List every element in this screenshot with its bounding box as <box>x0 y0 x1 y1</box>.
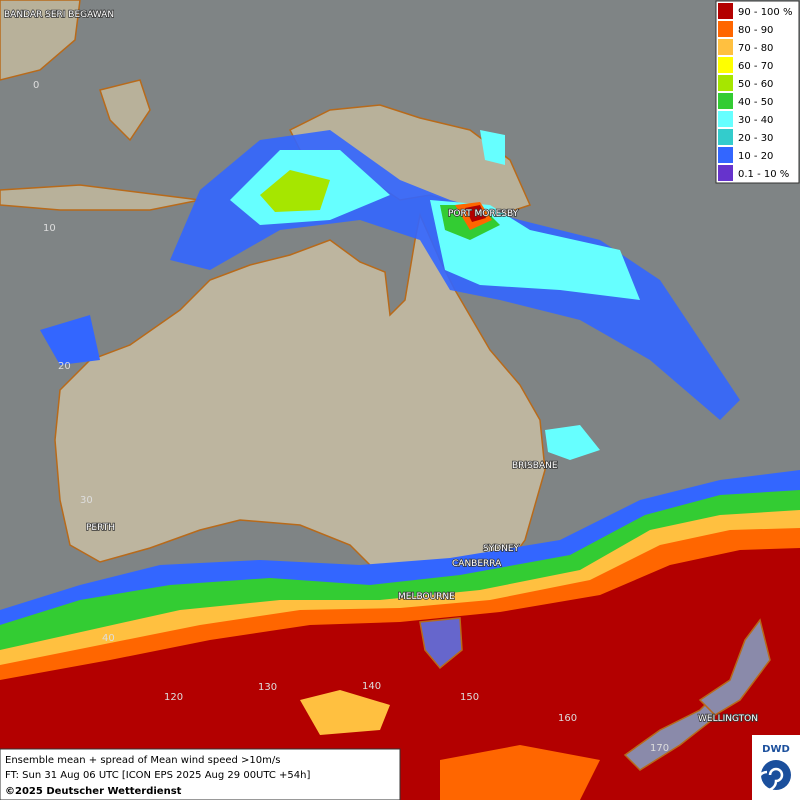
legend-swatch <box>718 75 733 91</box>
legend-label: 0.1 - 10 % <box>738 169 789 180</box>
city-label: BANDAR SERI BEGAWAN <box>4 10 114 20</box>
wind-area <box>440 745 600 800</box>
city-label: PORT MORESBY <box>448 209 519 219</box>
legend-label: 10 - 20 <box>738 151 773 162</box>
legend-label: 60 - 70 <box>738 61 773 72</box>
longitude-label: 170 <box>650 743 669 754</box>
legend-swatch <box>718 111 733 127</box>
caption: Ensemble mean + spread of Mean wind spee… <box>5 755 280 766</box>
legend-swatch <box>718 39 733 55</box>
legend: 90 - 100 % 80 - 90 70 - 80 60 - 70 50 - 60 40… <box>715 0 800 184</box>
land <box>54 212 546 593</box>
latitude-label: 40 <box>102 633 115 644</box>
logo-icon <box>756 767 784 792</box>
logo: DWD <box>762 744 790 755</box>
wind-area <box>480 130 505 165</box>
land <box>0 184 201 211</box>
land <box>419 617 463 670</box>
grid-labels: 0 10 20 30 40 120 130 140 150 160 170 <box>33 80 669 754</box>
wind-area <box>300 690 390 735</box>
latitude-label: 0 <box>33 80 39 91</box>
caption-box <box>0 748 401 800</box>
legend-swatch <box>718 93 733 109</box>
legend-swatch <box>718 147 733 163</box>
wind-area <box>545 425 600 460</box>
land <box>698 618 771 716</box>
longitude-label: 150 <box>460 692 479 703</box>
longitude-label: 120 <box>164 692 183 703</box>
legend-swatch <box>718 165 733 181</box>
wind-area <box>260 170 330 212</box>
city-label: MELBOURNE <box>398 592 455 602</box>
legend-swatch <box>718 3 733 19</box>
wind-area <box>0 548 800 800</box>
city-labels: BANDAR SERI BEGAWAN PORT MORESBY BRISBANE P… <box>3 9 758 725</box>
longitude-label: 140 <box>362 681 381 692</box>
city-label: PERTH <box>86 523 115 533</box>
longitude-label: 130 <box>258 682 277 693</box>
caption: FT: Sun 31 Aug 06 UTC [ICON EPS 2025 Aug… <box>5 770 310 781</box>
land <box>0 0 81 81</box>
latitude-label: 20 <box>58 361 71 372</box>
logo-icon <box>761 760 791 790</box>
longitude-label: 160 <box>558 713 577 724</box>
legend-swatch <box>718 21 733 37</box>
caption: ©2025 Deutscher Wetterdienst <box>5 786 182 797</box>
legend-label: 20 - 30 <box>738 133 773 144</box>
legend-label: 90 - 100 % <box>738 7 792 18</box>
city-label: CANBERRA <box>452 559 502 569</box>
latitude-label: 30 <box>80 495 93 506</box>
legend-label: 30 - 40 <box>738 115 773 126</box>
legend-swatch <box>718 57 733 73</box>
legend-swatch <box>718 129 733 145</box>
legend-label: 70 - 80 <box>738 43 773 54</box>
legend-label: 50 - 60 <box>738 79 773 90</box>
land <box>99 79 151 142</box>
wind-area <box>40 315 100 365</box>
legend-label: 40 - 50 <box>738 97 773 108</box>
latitude-label: 10 <box>43 223 56 234</box>
city-label: BRISBANE <box>512 461 558 471</box>
wind-area <box>465 205 486 222</box>
city-label: WELLINGTON <box>698 714 758 724</box>
legend-label: 80 - 90 <box>738 25 773 36</box>
city-label: SYDNEY <box>483 544 520 554</box>
